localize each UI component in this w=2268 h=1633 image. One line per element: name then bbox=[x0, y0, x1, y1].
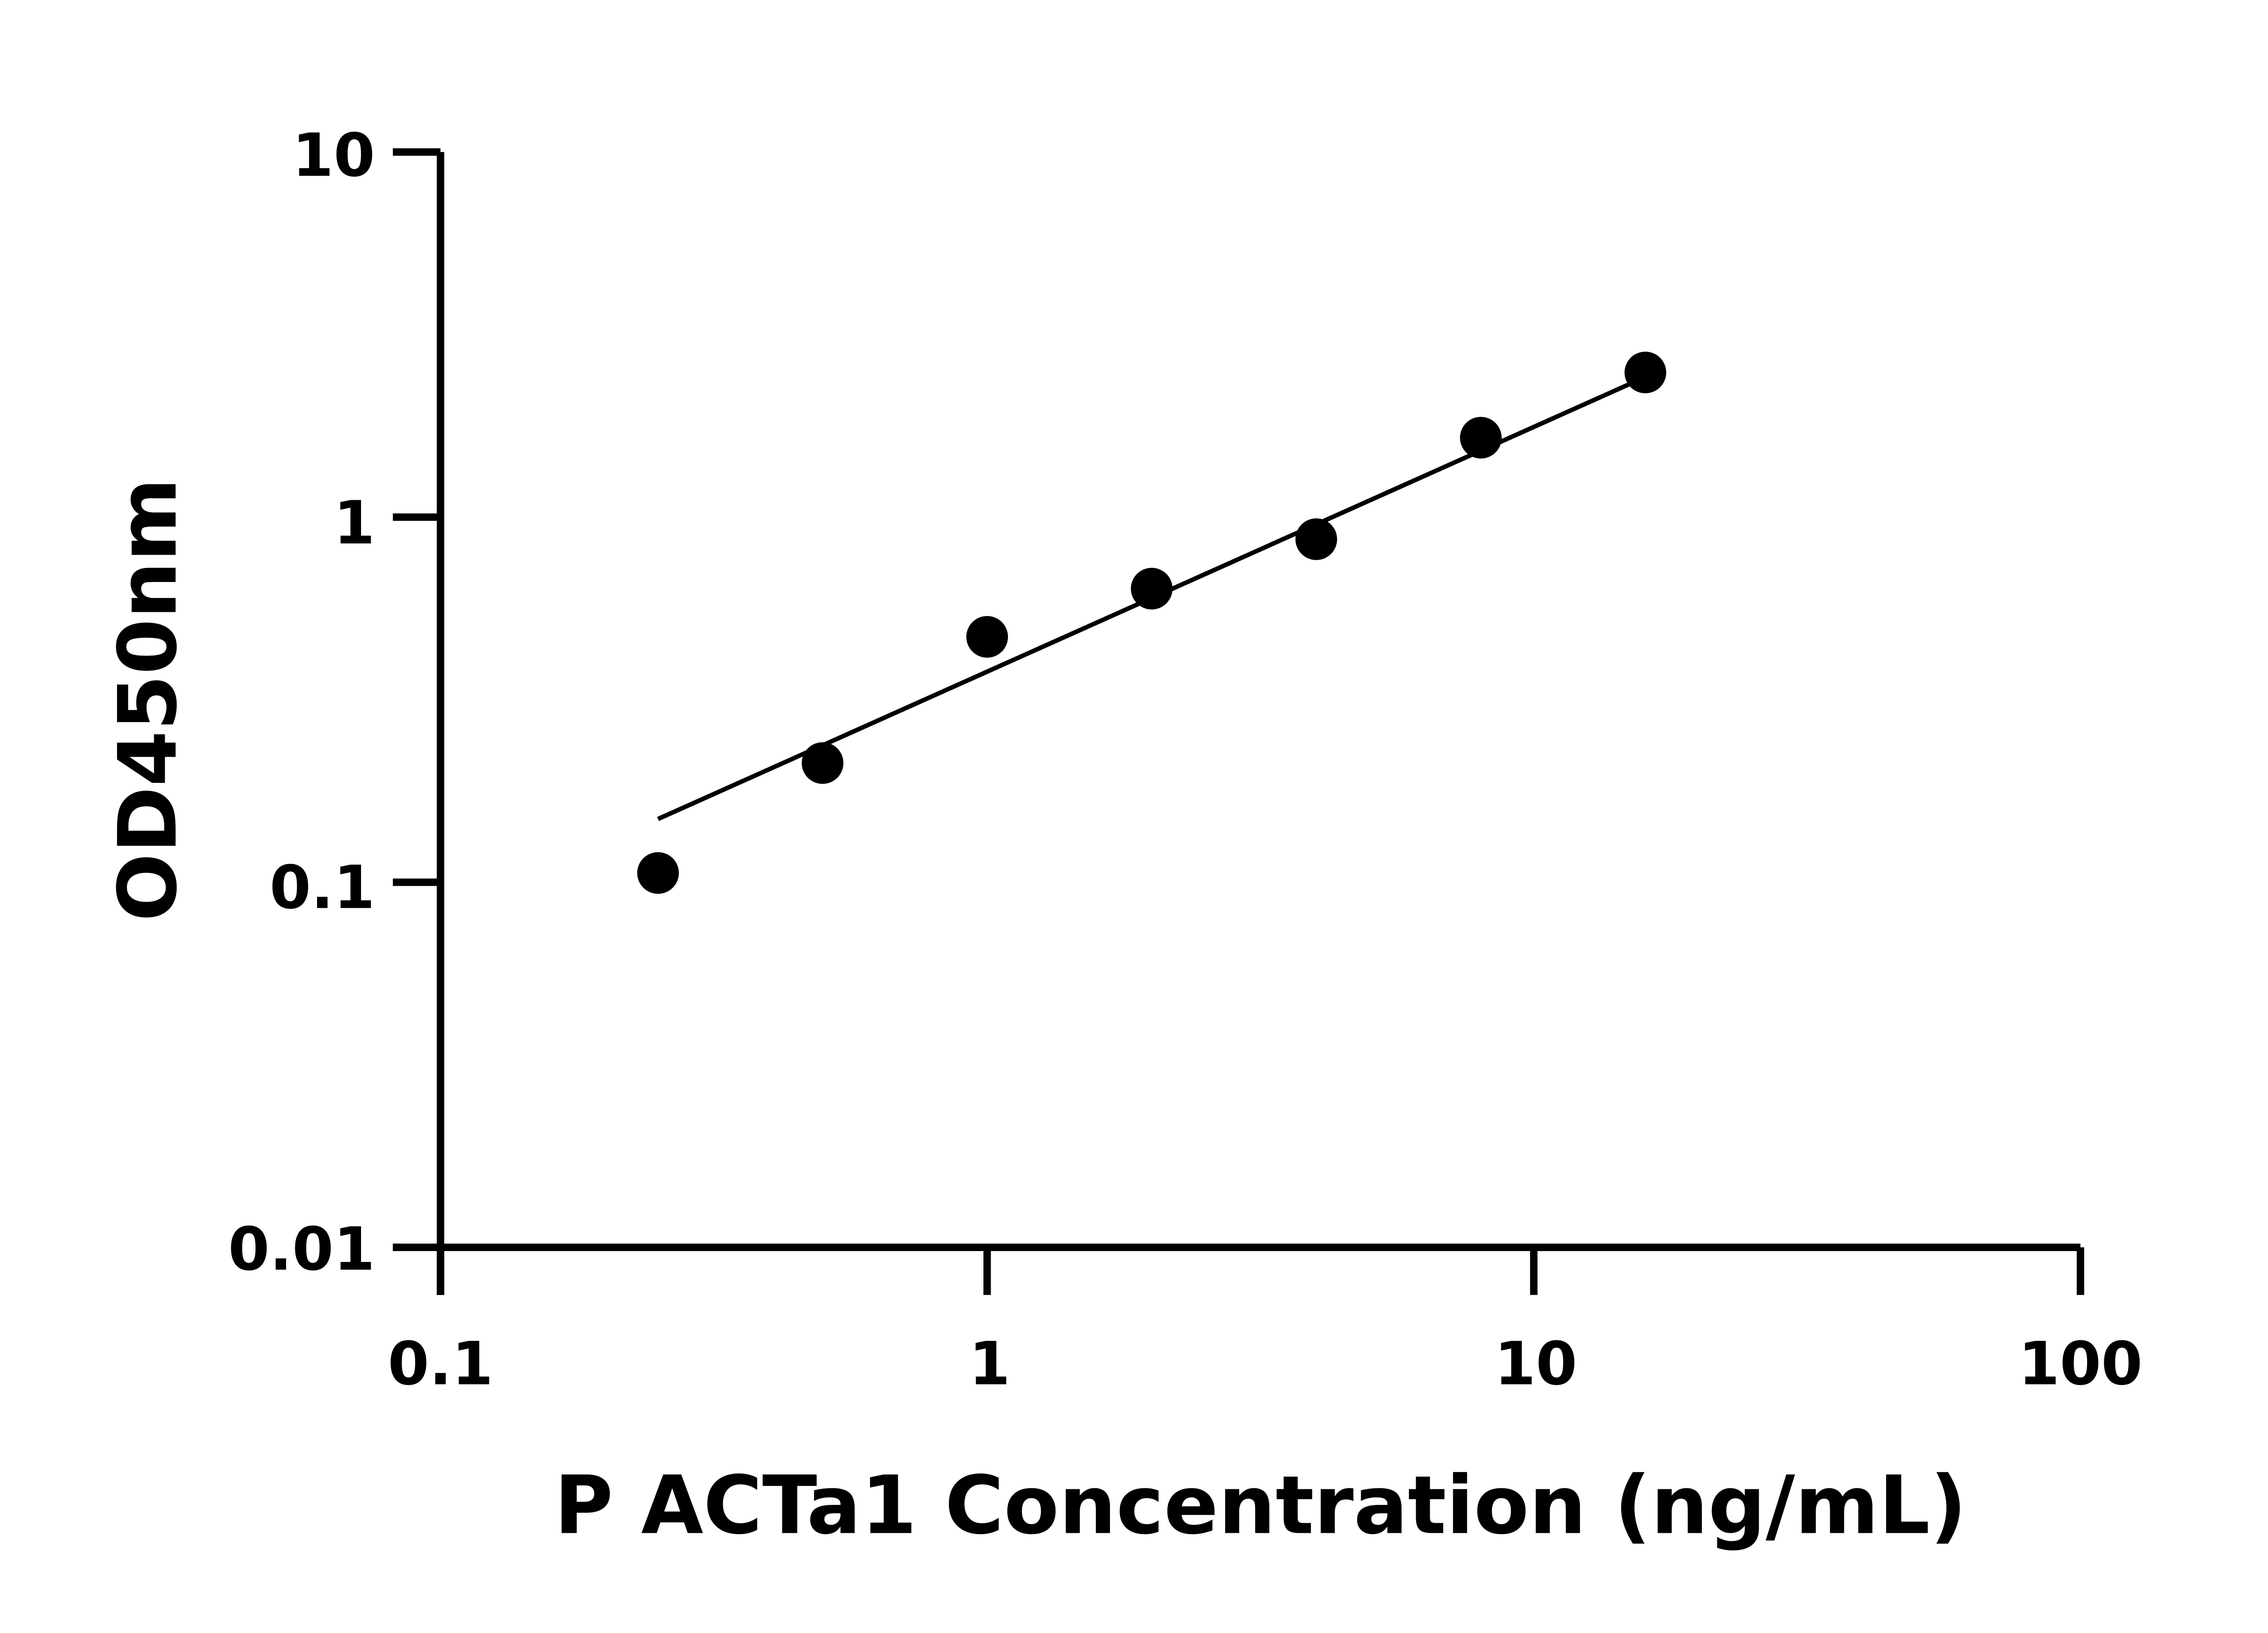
x-axis-label: P ACTa1 Concentration (ng/mL) bbox=[554, 1459, 1967, 1552]
tick-labels: 0.1 1 10 100 0.01 0.1 1 10 bbox=[228, 121, 2142, 1398]
data-point bbox=[966, 616, 1008, 658]
data-point bbox=[637, 852, 679, 894]
y-axis-label: OD450nm bbox=[101, 478, 195, 921]
y-tick-label: 10 bbox=[292, 121, 375, 190]
data-points bbox=[637, 352, 1667, 894]
x-tick-label: 0.1 bbox=[388, 1329, 493, 1398]
y-tick-label: 0.01 bbox=[228, 1214, 375, 1284]
x-tick-label: 100 bbox=[2019, 1329, 2143, 1398]
x-tick-label: 1 bbox=[969, 1329, 1010, 1398]
data-point bbox=[1460, 417, 1502, 459]
data-point bbox=[1295, 518, 1337, 560]
y-tick-label: 0.1 bbox=[269, 853, 375, 922]
axes bbox=[393, 148, 2084, 1295]
y-tick-label: 1 bbox=[333, 488, 375, 557]
x-tick-label: 10 bbox=[1494, 1329, 1577, 1398]
data-point bbox=[1131, 567, 1173, 610]
data-point bbox=[1624, 352, 1667, 394]
data-point bbox=[802, 742, 844, 784]
